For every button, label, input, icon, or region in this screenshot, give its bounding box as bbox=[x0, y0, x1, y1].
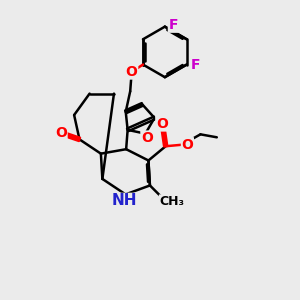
Text: O: O bbox=[126, 65, 138, 79]
Text: F: F bbox=[190, 58, 200, 71]
Text: O: O bbox=[182, 138, 193, 152]
Text: NH: NH bbox=[111, 194, 137, 208]
Text: O: O bbox=[156, 117, 168, 131]
Text: F: F bbox=[168, 18, 178, 32]
Text: CH₃: CH₃ bbox=[159, 195, 184, 208]
Text: O: O bbox=[141, 131, 153, 145]
Text: O: O bbox=[55, 126, 67, 140]
